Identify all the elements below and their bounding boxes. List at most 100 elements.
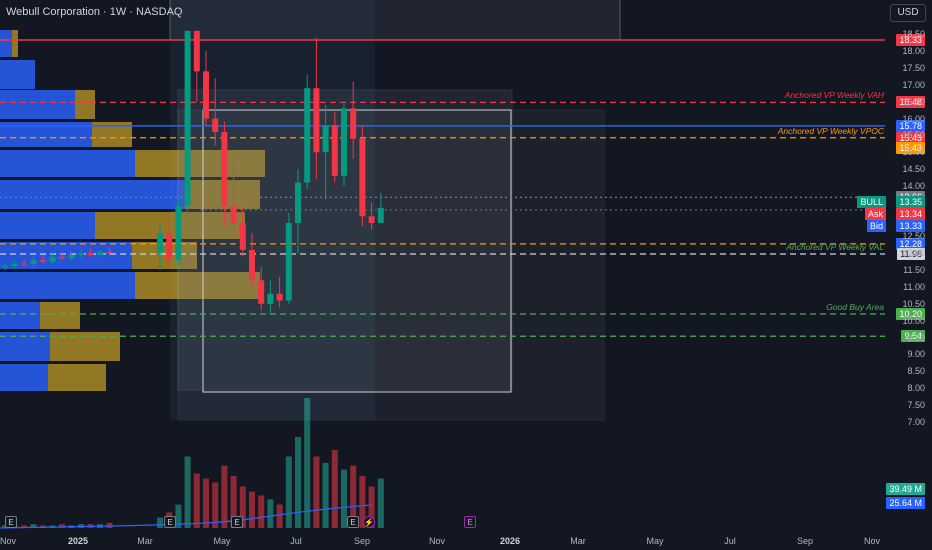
price-tick-label: 18.00 (902, 46, 925, 57)
candle-body (331, 125, 338, 176)
volume-bar (285, 456, 292, 528)
volume-bar (230, 476, 237, 528)
volume-bar (193, 473, 200, 528)
candle-body (59, 256, 65, 259)
candle-body (313, 88, 320, 153)
candle-body (203, 71, 209, 119)
quote-value-ask: 13.34 (896, 207, 925, 220)
volume-bar (304, 398, 311, 528)
volume-profile-bar-blue (0, 60, 35, 89)
candle-body (267, 293, 274, 304)
volume-bar (157, 517, 163, 528)
volume-profile-bar-gold (48, 364, 106, 391)
volume-bar (350, 465, 357, 528)
volume-profile-bar-gold (75, 90, 95, 119)
symbol-title[interactable]: Webull Corporation · 1W · NASDAQ (6, 6, 183, 18)
volume-bar (203, 478, 209, 528)
price-tick-label: 15.00 (902, 147, 925, 158)
quote-value-bid: 13.33 (896, 219, 925, 232)
candle-body (2, 266, 8, 268)
volume-profile-bar-gold (135, 150, 265, 177)
volume-profile-bar-blue (0, 30, 12, 57)
volume-profile-bar-gold (50, 332, 120, 361)
candle-body (249, 249, 255, 281)
price-tick-label: 7.50 (907, 399, 925, 410)
earnings-event-icon[interactable]: E (347, 516, 359, 528)
candle-body (166, 233, 173, 261)
candle-body (106, 251, 113, 254)
candle-body (97, 251, 103, 256)
price-tick-label: 10.00 (902, 315, 925, 326)
volume-bar (30, 524, 37, 528)
dividend-lightning-icon[interactable]: ⚡ (363, 516, 375, 528)
price-tick-label: 12.00 (902, 248, 925, 259)
volume-profile-bar-blue (0, 302, 40, 329)
candle-body (341, 108, 347, 176)
price-level-badge: 16.48 (896, 96, 925, 109)
candle-body (258, 280, 265, 304)
price-tick-label: 11.00 (903, 282, 925, 293)
volume-profile-bar-blue (0, 332, 50, 361)
volume-profile-bar-blue (0, 180, 185, 209)
volume-profile-bar-gold (40, 302, 80, 329)
time-tick-label: Nov (863, 536, 881, 546)
volume-profile-bar-blue (0, 212, 95, 239)
time-tick-label: May (213, 536, 231, 546)
candle-body (193, 30, 200, 72)
volume-ma-line (0, 504, 373, 529)
candle-body (239, 222, 246, 250)
earnings-event-icon[interactable]: E (164, 516, 176, 528)
volume-bar (184, 456, 191, 528)
candle-body (295, 182, 301, 223)
time-tick-label: May (646, 536, 664, 546)
range-box-outer (177, 109, 605, 421)
level-annotation: Anchored VP Weekly VAH (784, 90, 884, 101)
price-tick-label: 14.00 (902, 180, 925, 191)
volume-bar (359, 476, 366, 528)
volume-bar (313, 456, 320, 528)
time-tick-label: Nov (428, 536, 446, 546)
price-level-badge: 15.43 (896, 131, 925, 144)
volume-profile-bar-blue (0, 272, 135, 299)
candle-body (368, 216, 375, 223)
currency-button[interactable]: USD (890, 4, 926, 22)
price-tick-label: 12.50 (902, 231, 925, 242)
price-tick-label: 7.00 (907, 416, 925, 427)
candle-body (68, 255, 75, 259)
earnings-event-icon[interactable]: E (5, 516, 17, 528)
candle-body (221, 132, 228, 207)
volume-bar (59, 524, 65, 528)
candle-body (212, 118, 219, 133)
time-tick-label: Jul (290, 536, 302, 546)
price-level-badge: 12.28 (896, 237, 925, 250)
volume-profile-bar-blue (0, 150, 135, 177)
time-tick-label: Mar (137, 536, 153, 546)
volume-bar (249, 491, 255, 528)
price-level-badge: 11.98 (897, 247, 925, 260)
price-tick-label: 16.50 (902, 96, 925, 107)
top-range-box (169, 0, 621, 41)
price-tick-label: 18.50 (902, 29, 925, 40)
price-level-badge: 15.78 (896, 119, 925, 132)
volume-bar (368, 486, 375, 528)
volume-profile-bar-blue (0, 364, 48, 391)
future-earnings-icon[interactable]: E (464, 516, 476, 528)
volume-badge: 39.49 M (886, 483, 925, 495)
price-tick-label: 17.00 (902, 79, 925, 90)
volume-bar (21, 525, 27, 528)
time-tick-label: Mar (570, 536, 586, 546)
candle-body (322, 125, 329, 153)
volume-bar (331, 450, 338, 528)
price-tick-label: 14.50 (902, 164, 925, 175)
candle-body (230, 206, 237, 223)
earnings-event-icon[interactable]: E (231, 516, 243, 528)
price-level-badge: 9.54 (901, 330, 925, 343)
volume-profile-bar-gold (132, 242, 197, 269)
volume-bar (295, 437, 301, 528)
level-annotation: Good Buy Area (826, 301, 884, 312)
price-tick-label: 17.50 (902, 62, 925, 73)
volume-bar (258, 495, 265, 528)
volume-bar (267, 499, 274, 528)
